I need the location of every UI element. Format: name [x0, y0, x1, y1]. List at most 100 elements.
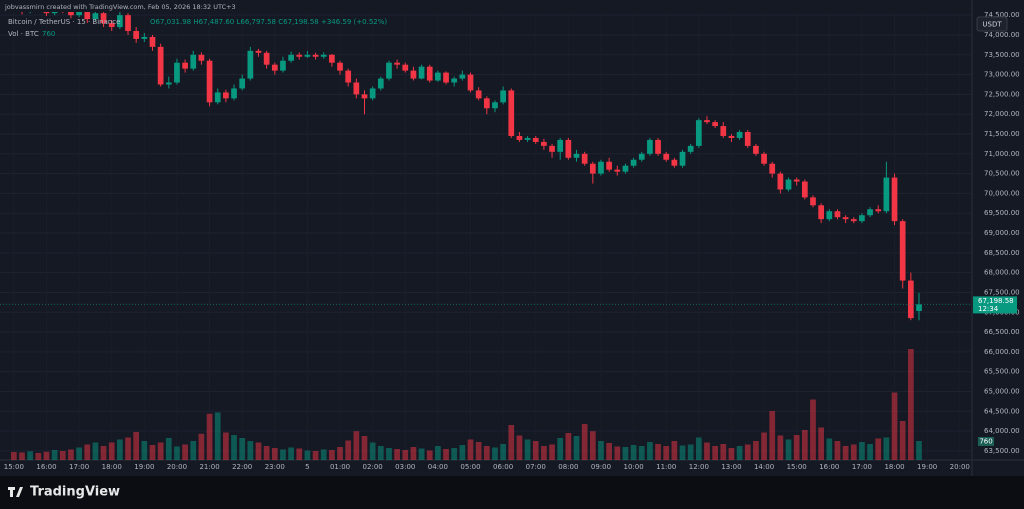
volume-legend: 760: [42, 30, 55, 38]
candle-body: [589, 163, 596, 174]
candle-body: [842, 217, 849, 220]
candle-body: [834, 211, 841, 218]
volume-bar: [206, 413, 213, 460]
candle-body: [614, 169, 621, 172]
x-tick-label: 01:00: [330, 463, 350, 471]
volume-bar: [435, 446, 441, 460]
candle-body: [557, 139, 564, 152]
candle-body: [125, 15, 131, 32]
candle-body: [214, 92, 221, 103]
volume-bar: [500, 444, 506, 460]
y-tick-label: 69,500.00: [984, 209, 1020, 217]
candle-body: [598, 161, 604, 174]
candle-body: [239, 78, 246, 89]
candle-body: [492, 102, 498, 109]
x-tick-label: 23:00: [265, 463, 285, 471]
volume-bar: [712, 446, 718, 460]
candle-body: [369, 88, 376, 99]
candle-body: [532, 137, 539, 142]
candle-body: [883, 177, 890, 212]
candle-body: [337, 62, 343, 71]
candle-body: [859, 215, 865, 222]
x-tick-label: 16:00: [819, 463, 839, 471]
x-tick-label: 14:00: [754, 463, 774, 471]
volume-bar: [43, 451, 50, 460]
volume-bar: [288, 447, 294, 460]
candle-body: [850, 219, 857, 222]
candle-body: [255, 50, 262, 53]
volume-bar: [671, 441, 678, 460]
candle-body: [206, 60, 213, 103]
x-tick-label: 11:00: [656, 463, 676, 471]
currency[interactable]: USDT: [982, 21, 1002, 29]
candle-body: [394, 62, 400, 65]
volume-bar: [622, 447, 629, 460]
y-tick-label: 65,500.00: [984, 368, 1020, 376]
volume-bar: [165, 438, 172, 460]
volume-bar: [508, 425, 515, 460]
candle-body: [467, 74, 474, 91]
volume-bar: [695, 437, 702, 460]
volume-bar: [231, 435, 237, 460]
attribution: jobvassmirn created with TradingView.com…: [4, 3, 236, 11]
volume-bar: [687, 444, 694, 460]
candle-body: [899, 221, 906, 281]
candle-body: [687, 145, 694, 152]
volume-bar: [377, 446, 384, 460]
candle-body: [117, 15, 123, 28]
x-tick-label: 20:00: [167, 463, 187, 471]
volume-bar: [27, 451, 34, 460]
volume-bar: [239, 438, 246, 460]
candle-body: [810, 197, 816, 206]
x-tick-label: 15:00: [787, 463, 807, 471]
candle-body: [182, 62, 188, 69]
candle-body: [100, 13, 107, 24]
volume-bar: [777, 435, 784, 460]
volume-bar: [337, 447, 343, 460]
volume-bar: [214, 412, 221, 460]
candle-body: [647, 139, 653, 154]
volume-bar: [280, 449, 286, 460]
x-tick-label: 19:00: [917, 463, 937, 471]
candle-body: [907, 280, 914, 319]
volume-bar: [361, 436, 368, 460]
volume-bar: [859, 442, 865, 460]
candle-body: [43, 12, 50, 14]
volume-bar: [426, 450, 433, 460]
volume-tag-label: 760: [979, 438, 992, 446]
x-tick-label: 03:00: [395, 463, 415, 471]
volume-bar: [84, 444, 91, 460]
volume-bar: [744, 444, 751, 460]
candle-body: [524, 137, 531, 140]
volume-bar: [565, 433, 572, 460]
candle-body: [157, 46, 164, 85]
countdown: 12:34: [978, 305, 999, 313]
y-tick-label: 73,500.00: [984, 51, 1020, 59]
volume-bar: [312, 451, 319, 460]
volume-bar: [655, 444, 661, 460]
y-tick-label: 68,500.00: [984, 249, 1020, 257]
volume-bar: [630, 445, 637, 460]
last-price-label: 67,198.58: [978, 297, 1014, 305]
volume-bar: [638, 446, 645, 460]
volume-bar: [614, 446, 621, 460]
volume-bar: [483, 446, 490, 460]
candle-body: [475, 90, 482, 99]
volume-bar: [867, 444, 873, 460]
candle-body: [76, 12, 82, 16]
y-tick-label: 72,000.00: [984, 110, 1020, 118]
candle-body: [198, 54, 205, 61]
volume-bar: [451, 448, 458, 460]
y-tick-label: 72,500.00: [984, 90, 1020, 98]
volume-bar: [157, 442, 164, 460]
volume-bar: [149, 445, 156, 460]
currency-box[interactable]: [976, 16, 1008, 32]
x-tick-label: 15:00: [4, 463, 24, 471]
candle-body: [312, 54, 319, 57]
volume-bar: [557, 438, 564, 460]
candle-body: [736, 132, 743, 138]
volume-bar: [394, 449, 400, 460]
candle-body: [92, 13, 99, 20]
volume-bar: [35, 453, 42, 460]
